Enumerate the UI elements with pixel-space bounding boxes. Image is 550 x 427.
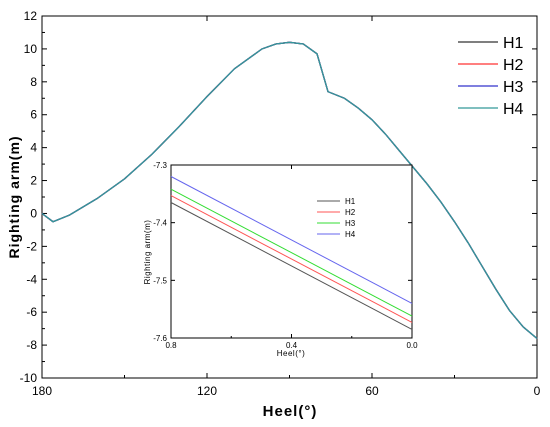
main-x-tick-label: 180 [32,384,52,398]
main-y-tick-label: -4 [26,272,37,286]
main-legend-label: H2 [503,57,524,74]
main-y-tick-label: 8 [30,75,37,89]
main-y-tick-label: 0 [30,206,37,220]
inset-x-tick-label: 0.0 [406,341,418,350]
main-series-line-h4 [41,41,538,339]
main-y-tick-label: -10 [20,371,38,385]
inset-y-tick-label: -7.3 [153,161,167,170]
main-y-tick-label: 6 [30,108,37,122]
inset-legend-label: H1 [345,197,356,206]
inset-y-tick-label: -7.5 [153,276,167,285]
inset-legend-label: H4 [345,230,356,239]
inset-x-tick-label: 0.4 [286,341,298,350]
main-y-tick-label: -2 [26,239,37,253]
main-legend-label: H1 [503,35,524,52]
inset-series-line-h3 [170,188,413,317]
main-series-group [41,41,538,339]
inset-series-line-h4 [170,176,413,304]
main-x-axis-title: Heel(°) [263,403,318,420]
inset-plot-frame [170,164,413,339]
inset-ticks: -7.6 -7.5 -7.4 -7.3 0.8 0.4 0.0 [153,161,418,350]
inset-y-axis-title: Righting arm(m) [143,220,152,285]
inset-series-group [170,176,413,330]
inset-y-tick-label: -7.4 [153,219,167,228]
main-legend-label: H3 [503,79,524,96]
main-ticks: -10 -8 -6 -4 -2 0 2 4 6 8 10 12 180 120 60 0 [20,9,541,398]
inset-series-line-h2 [170,195,413,323]
main-legend: H1 H2 H3 H4 [458,35,524,118]
main-y-tick-label: 4 [30,141,37,155]
main-y-tick-label: 12 [24,9,38,23]
main-y-tick-label: 10 [24,42,38,56]
inset-x-tick-label: 0.8 [165,341,177,350]
main-y-axis-title: Righting arm(m) [6,135,22,258]
inset-legend: H1 H2 H3 H4 [317,197,356,239]
main-legend-label: H4 [503,101,524,118]
main-x-tick-label: 120 [197,384,217,398]
main-x-tick-label: 60 [365,384,379,398]
inset-legend-label: H3 [345,219,356,228]
main-x-tick-label: 0 [534,384,541,398]
inset-series-line-h1 [170,202,413,330]
inset-x-axis-title: Heel(°) [277,349,305,358]
main-y-tick-label: 2 [30,174,37,188]
inset-legend-label: H2 [345,208,356,217]
main-y-tick-label: -6 [26,305,37,319]
inset-y-tick-label: -7.6 [153,334,167,343]
main-y-tick-label: -8 [26,338,37,352]
